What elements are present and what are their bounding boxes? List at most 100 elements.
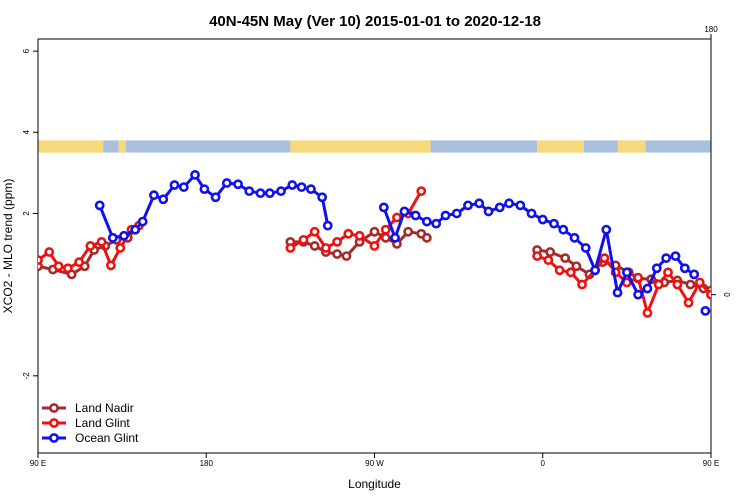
data-point	[515, 200, 526, 211]
x-tick-label: 90 E	[703, 459, 719, 468]
data-point	[421, 232, 432, 243]
data-point	[190, 170, 200, 180]
data-point	[741, 267, 748, 274]
data-point	[403, 226, 414, 237]
data-point	[399, 206, 410, 217]
legend-label: Ocean Glint	[75, 431, 139, 445]
legend-label: Land Glint	[75, 416, 130, 430]
data-point	[221, 178, 232, 188]
data-point	[580, 243, 591, 253]
band-segment-land	[38, 140, 104, 153]
legend-item: Land Nadir	[42, 401, 134, 415]
data-point	[642, 283, 653, 294]
data-point	[178, 182, 189, 192]
data-point	[410, 210, 421, 221]
data-point	[63, 263, 73, 274]
data-point	[320, 243, 331, 253]
data-point	[298, 234, 309, 245]
data-point	[537, 214, 548, 225]
data-point	[332, 236, 343, 247]
data-point	[392, 212, 402, 223]
data-point	[633, 272, 643, 283]
chart-title: 40N-45N May (Ver 10) 2015-01-01 to 2020-…	[209, 13, 541, 30]
data-point	[343, 228, 354, 239]
x-tick-label: 0	[541, 459, 546, 468]
x-tick-label: 180	[200, 459, 214, 468]
data-point	[685, 279, 696, 290]
data-point	[309, 241, 320, 251]
data-point	[719, 283, 726, 290]
y-tick-label: 4	[22, 130, 31, 135]
band-segment-ocean	[583, 140, 618, 153]
y-right-tick-label: 0	[722, 292, 731, 297]
data-point	[565, 267, 576, 278]
data-point	[158, 194, 169, 205]
data-point	[287, 180, 298, 190]
data-point	[601, 224, 612, 235]
data-point	[369, 226, 380, 237]
data-point	[38, 255, 43, 266]
legend-swatch-marker	[49, 433, 59, 443]
data-point	[309, 226, 320, 237]
data-point	[431, 218, 442, 229]
data-point	[421, 216, 432, 227]
data-point	[706, 289, 711, 300]
data-point	[730, 271, 737, 278]
data-point	[560, 253, 571, 264]
y-tick-label: 6	[22, 48, 31, 53]
data-point	[380, 224, 391, 235]
data-point	[726, 283, 733, 290]
data-point	[670, 251, 681, 261]
data-point	[545, 247, 556, 257]
data-point	[577, 279, 587, 290]
data-point	[474, 198, 485, 209]
data-point	[255, 188, 266, 199]
data-point	[504, 198, 514, 209]
data-point	[244, 186, 255, 197]
data-point	[285, 243, 296, 253]
x-tick-label: 90 W	[365, 459, 384, 468]
data-point	[663, 267, 673, 278]
data-point	[683, 297, 694, 308]
data-point	[590, 265, 600, 276]
band-segment-land	[617, 140, 646, 153]
x-top-tick-label: 180	[704, 25, 718, 34]
data-point	[44, 247, 55, 257]
series-layer	[38, 170, 748, 318]
data-point	[276, 186, 286, 197]
data-point	[317, 192, 328, 203]
surface-type-band	[38, 140, 711, 153]
data-point	[558, 224, 569, 235]
data-point	[661, 253, 672, 264]
data-point	[199, 184, 210, 195]
data-point	[233, 179, 243, 190]
data-point	[633, 289, 643, 300]
data-point	[543, 255, 554, 266]
data-point	[378, 202, 389, 213]
legend-label: Land Nadir	[75, 401, 134, 415]
data-point	[94, 200, 105, 211]
data-point	[74, 257, 85, 268]
band-segment-land	[118, 140, 126, 153]
data-point	[463, 200, 473, 211]
data-point	[483, 206, 494, 217]
legend-item: Land Glint	[42, 416, 130, 430]
data-point	[306, 184, 316, 195]
data-point	[96, 236, 107, 247]
data-point	[653, 279, 664, 290]
data-point	[210, 192, 221, 203]
data-point	[440, 210, 451, 221]
band-segment-ocean	[103, 140, 119, 153]
data-point	[735, 261, 742, 268]
data-point	[332, 249, 343, 259]
data-point	[642, 308, 653, 318]
data-point	[296, 182, 307, 192]
data-point	[354, 230, 365, 241]
data-point	[130, 224, 141, 235]
axes: 90 E 180 90 W 0 90 E 180 -2 2 4 6 0	[22, 25, 731, 468]
series-land-glint	[38, 186, 742, 318]
data-point	[689, 269, 700, 280]
data-point	[53, 261, 64, 272]
data-point	[390, 232, 400, 243]
data-point	[341, 251, 352, 261]
